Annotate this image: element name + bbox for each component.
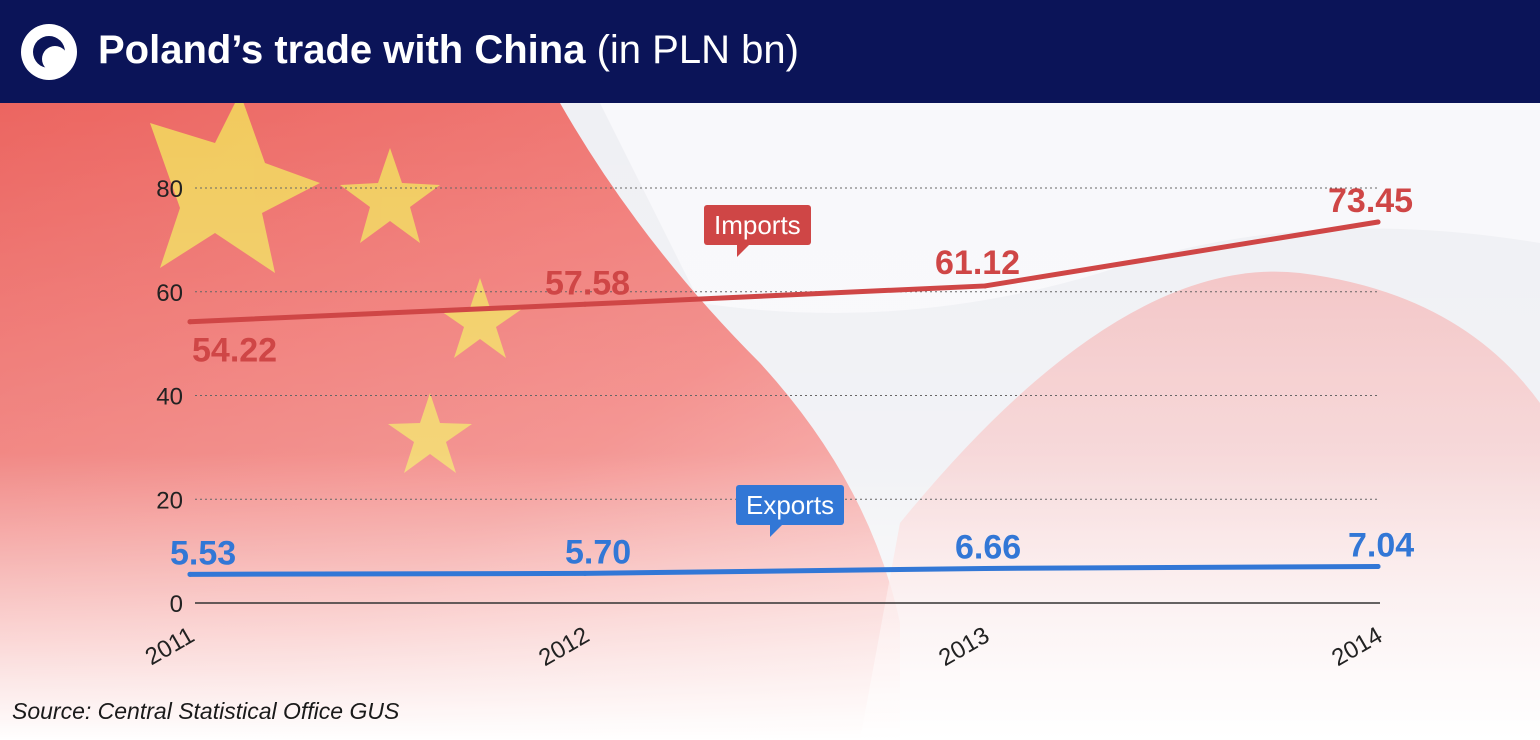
imports-data-point [982, 283, 988, 289]
x-tick-label: 2014 [1327, 622, 1387, 672]
y-tick-label: 20 [156, 487, 183, 514]
exports-data-point [582, 570, 588, 576]
x-tick-label: 2011 [141, 622, 199, 671]
y-tick-label: 40 [156, 384, 183, 411]
imports-data-point [187, 319, 193, 325]
imports-data-label: 54.22 [192, 332, 277, 370]
source-note: Source: Central Statistical Office GUS [12, 698, 400, 724]
imports-data-label: 73.45 [1328, 182, 1413, 220]
exports-series-line [187, 563, 1381, 577]
y-tick-label: 60 [156, 280, 183, 307]
exports-data-label: 6.66 [955, 528, 1021, 566]
exports-data-label: 5.53 [170, 534, 236, 572]
imports-data-label: 61.12 [935, 244, 1020, 282]
exports-callout: Exports [736, 485, 845, 537]
y-tick-label: 80 [156, 176, 183, 203]
x-tick-label: 2013 [934, 622, 994, 672]
x-tick-label: 2012 [534, 622, 594, 672]
exports-data-point [1375, 563, 1381, 569]
title-unit: (in PLN bn) [596, 28, 799, 72]
chart-title: Poland’s trade with China (in PLN bn) [98, 20, 799, 80]
y-tick-label: 0 [170, 591, 183, 618]
exports-data-label: 7.04 [1348, 526, 1414, 564]
imports-data-label: 57.58 [545, 264, 630, 302]
exports-data-point [982, 565, 988, 571]
crescent-logo-icon [21, 24, 77, 80]
imports-callout: Imports [704, 205, 811, 257]
title-text: Poland’s trade with China [98, 28, 586, 72]
imports-data-point [1375, 219, 1381, 225]
imports-series-line [187, 219, 1381, 325]
header-bar: Poland’s trade with China (in PLN bn) [0, 0, 1540, 103]
imports-data-point [582, 301, 588, 307]
exports-data-point [187, 571, 193, 577]
exports-data-label: 5.70 [565, 533, 631, 571]
